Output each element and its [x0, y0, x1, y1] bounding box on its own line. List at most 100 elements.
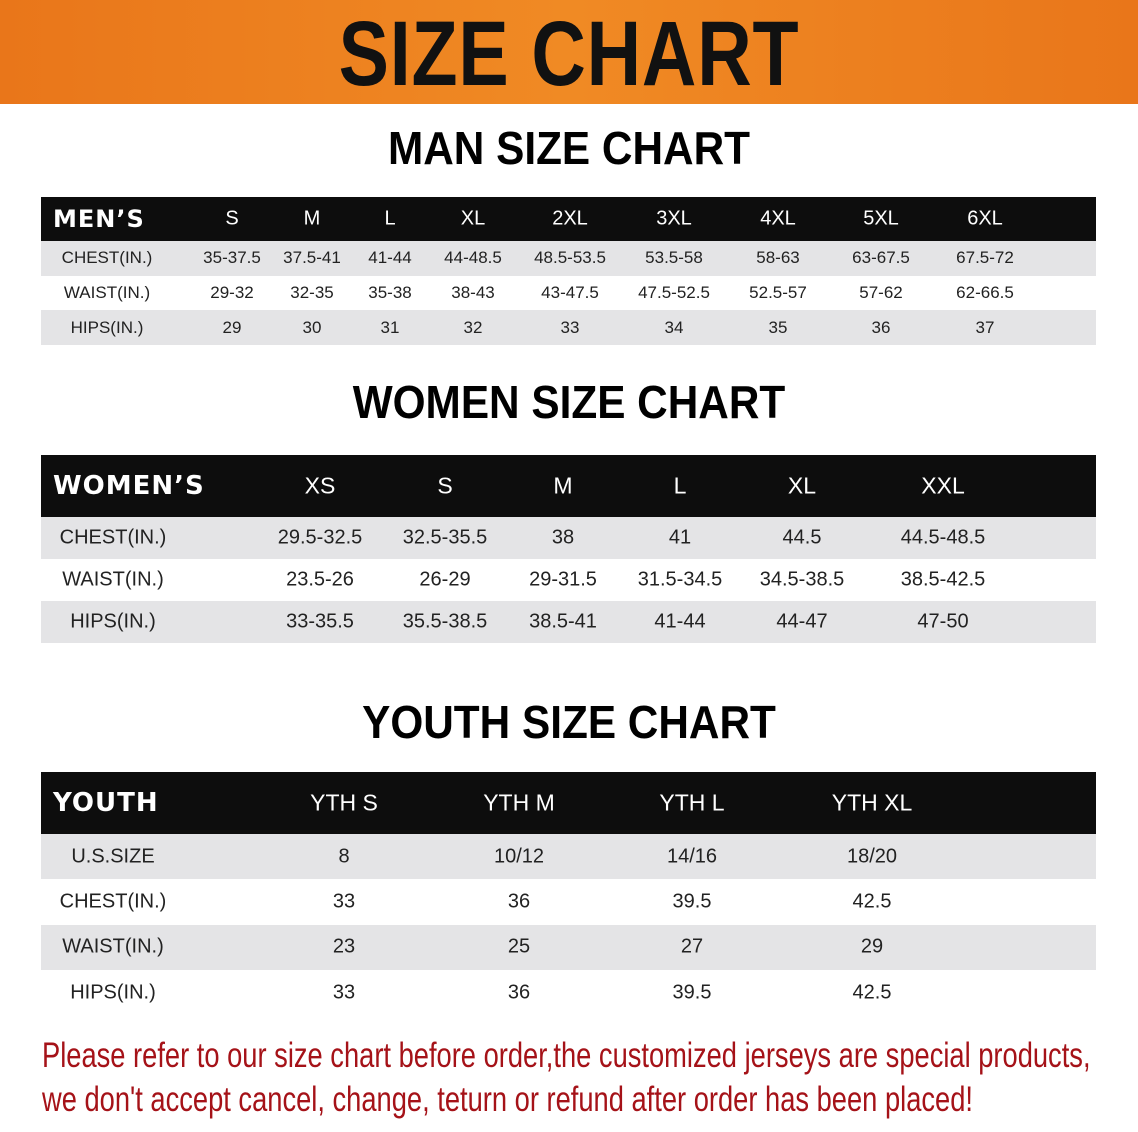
women-cell: 31.5-34.5: [637, 568, 723, 591]
women-cell: 23.5-26: [286, 568, 354, 591]
men-cell: 37.5-41: [283, 248, 341, 268]
men-cell: 36: [871, 317, 891, 337]
men-cell: 53.5-58: [645, 248, 703, 268]
women-cell: 44.5-48.5: [900, 526, 986, 549]
women-row-label: CHEST(IN.): [59, 526, 167, 549]
men-cell: 48.5-53.5: [534, 248, 606, 268]
men-cell: 30: [302, 317, 322, 337]
youth-cell: 33: [332, 981, 356, 1004]
men-size-4xl: 4XL: [760, 207, 796, 230]
youth-size-yth-xl: YTH XL: [831, 789, 913, 816]
men-size-xl: XL: [460, 207, 486, 230]
men-size-s: S: [225, 207, 239, 230]
men-size-m: M: [303, 207, 321, 230]
youth-cell: 29: [860, 935, 884, 958]
women-size-table: WOMEN’S XS S M L XL XXL CHEST(IN.) 29.5-32.5 32.5…: [41, 455, 1096, 643]
men-size-6xl: 6XL: [967, 207, 1003, 230]
men-size-2xl: 2XL: [552, 207, 588, 230]
men-cell: 67.5-72: [956, 248, 1014, 268]
women-header-row: WOMEN’S XS S M L XL XXL: [41, 455, 1096, 517]
women-cell: 38.5-41: [529, 610, 597, 633]
youth-row-chestin: CHEST(IN.) 33 36 39.5 42.5: [41, 879, 1096, 924]
youth-row-ussize: U.S.SIZE 8 10/12 14/16 18/20: [41, 834, 1096, 880]
men-cell: 29-32: [210, 283, 254, 303]
women-cell: 41-44: [654, 610, 706, 633]
men-cell: 31: [380, 317, 400, 337]
youth-cell: 42.5: [852, 981, 892, 1004]
men-cell: 29: [222, 317, 242, 337]
men-cell: 44-48.5: [444, 248, 502, 268]
women-row-hipsin: HIPS(IN.) 33-35.5 35.5-38.5 38.5-41 41-44 44-…: [41, 601, 1096, 643]
men-size-l: L: [384, 207, 396, 230]
women-cell: 35.5-38.5: [402, 610, 488, 633]
women-row-chestin: CHEST(IN.) 29.5-32.5 32.5-35.5 38 41 44.5 44.5…: [41, 517, 1096, 559]
men-cell: 57-62: [859, 283, 903, 303]
youth-row-hipsin: HIPS(IN.) 33 36 39.5 42.5: [41, 970, 1096, 1015]
men-row-waistin: WAIST(IN.) 29-32 32-35 35-38 38-43 43-47.5 47.…: [41, 276, 1096, 311]
men-header-label: MEN’S: [53, 205, 145, 233]
men-cell: 37: [975, 317, 995, 337]
youth-header-label: YOUTH: [53, 788, 159, 818]
women-cell: 33-35.5: [286, 610, 354, 633]
women-cell: 41: [668, 526, 692, 549]
women-header-label: WOMEN’S: [53, 471, 205, 501]
women-size-m: M: [553, 472, 573, 499]
men-cell: 41-44: [368, 248, 412, 268]
youth-row-label: U.S.SIZE: [71, 845, 155, 868]
women-cell: 44-47: [776, 610, 828, 633]
men-row-label: WAIST(IN.): [63, 283, 151, 303]
youth-cell: 25: [507, 935, 531, 958]
men-cell: 62-66.5: [956, 283, 1014, 303]
men-cell: 35: [768, 317, 788, 337]
men-cell: 63-67.5: [852, 248, 910, 268]
men-cell: 34: [664, 317, 684, 337]
title-banner: SIZE CHART: [0, 0, 1138, 105]
women-cell: 38.5-42.5: [900, 568, 986, 591]
men-cell: 47.5-52.5: [638, 283, 710, 303]
notice-line-1: Please refer to our size chart before or…: [42, 1036, 1091, 1075]
men-row-label: CHEST(IN.): [61, 248, 153, 268]
women-section-title: WOMEN SIZE CHART: [352, 376, 786, 428]
youth-cell: 39.5: [672, 981, 712, 1004]
youth-row-label: CHEST(IN.): [59, 890, 167, 913]
women-size-xxl: XXL: [921, 472, 965, 499]
women-size-s: S: [437, 472, 453, 499]
women-cell: 34.5-38.5: [759, 568, 845, 591]
men-cell: 32-35: [290, 283, 334, 303]
youth-cell: 39.5: [672, 890, 712, 913]
youth-cell: 10/12: [493, 845, 545, 868]
men-row-hipsin: HIPS(IN.) 29 30 31 32 33 34 35 36 37: [41, 310, 1096, 346]
men-row-label: HIPS(IN.): [70, 317, 144, 337]
youth-section-title: YOUTH SIZE CHART: [362, 696, 776, 748]
men-cell: 33: [560, 317, 580, 337]
youth-size-yth-m: YTH M: [483, 789, 555, 816]
youth-size-yth-l: YTH L: [659, 789, 725, 816]
notice-line-2: we don't accept cancel, change, teturn o…: [42, 1080, 973, 1119]
women-size-xs: XS: [304, 472, 336, 499]
women-cell: 38: [551, 526, 575, 549]
women-row-label: WAIST(IN.): [62, 568, 164, 591]
women-row-waistin: WAIST(IN.) 23.5-26 26-29 29-31.5 31.5-34.5 34…: [41, 559, 1096, 601]
youth-cell: 42.5: [852, 890, 892, 913]
youth-cell: 8: [338, 845, 350, 868]
women-cell: 32.5-35.5: [402, 526, 488, 549]
youth-cell: 23: [332, 935, 356, 958]
women-size-l: L: [673, 472, 687, 499]
men-cell: 38-43: [451, 283, 495, 303]
youth-cell: 36: [507, 890, 531, 913]
youth-row-waistin: WAIST(IN.) 23 25 27 29: [41, 924, 1096, 970]
men-cell: 35-38: [368, 283, 412, 303]
women-cell: 29.5-32.5: [277, 526, 363, 549]
women-cell: 26-29: [419, 568, 471, 591]
men-cell: 43-47.5: [541, 283, 599, 303]
women-row-label: HIPS(IN.): [70, 610, 156, 633]
women-size-xl: XL: [787, 472, 817, 499]
men-cell: 58-63: [756, 248, 800, 268]
men-row-chestin: CHEST(IN.) 35-37.5 37.5-41 41-44 44-48.5 48.5…: [41, 241, 1096, 276]
men-cell: 52.5-57: [749, 283, 807, 303]
men-size-3xl: 3XL: [656, 207, 692, 230]
youth-row-label: WAIST(IN.): [62, 935, 164, 958]
women-cell: 44.5: [782, 526, 822, 549]
youth-cell: 36: [507, 981, 531, 1004]
men-cell: 35-37.5: [203, 248, 261, 268]
